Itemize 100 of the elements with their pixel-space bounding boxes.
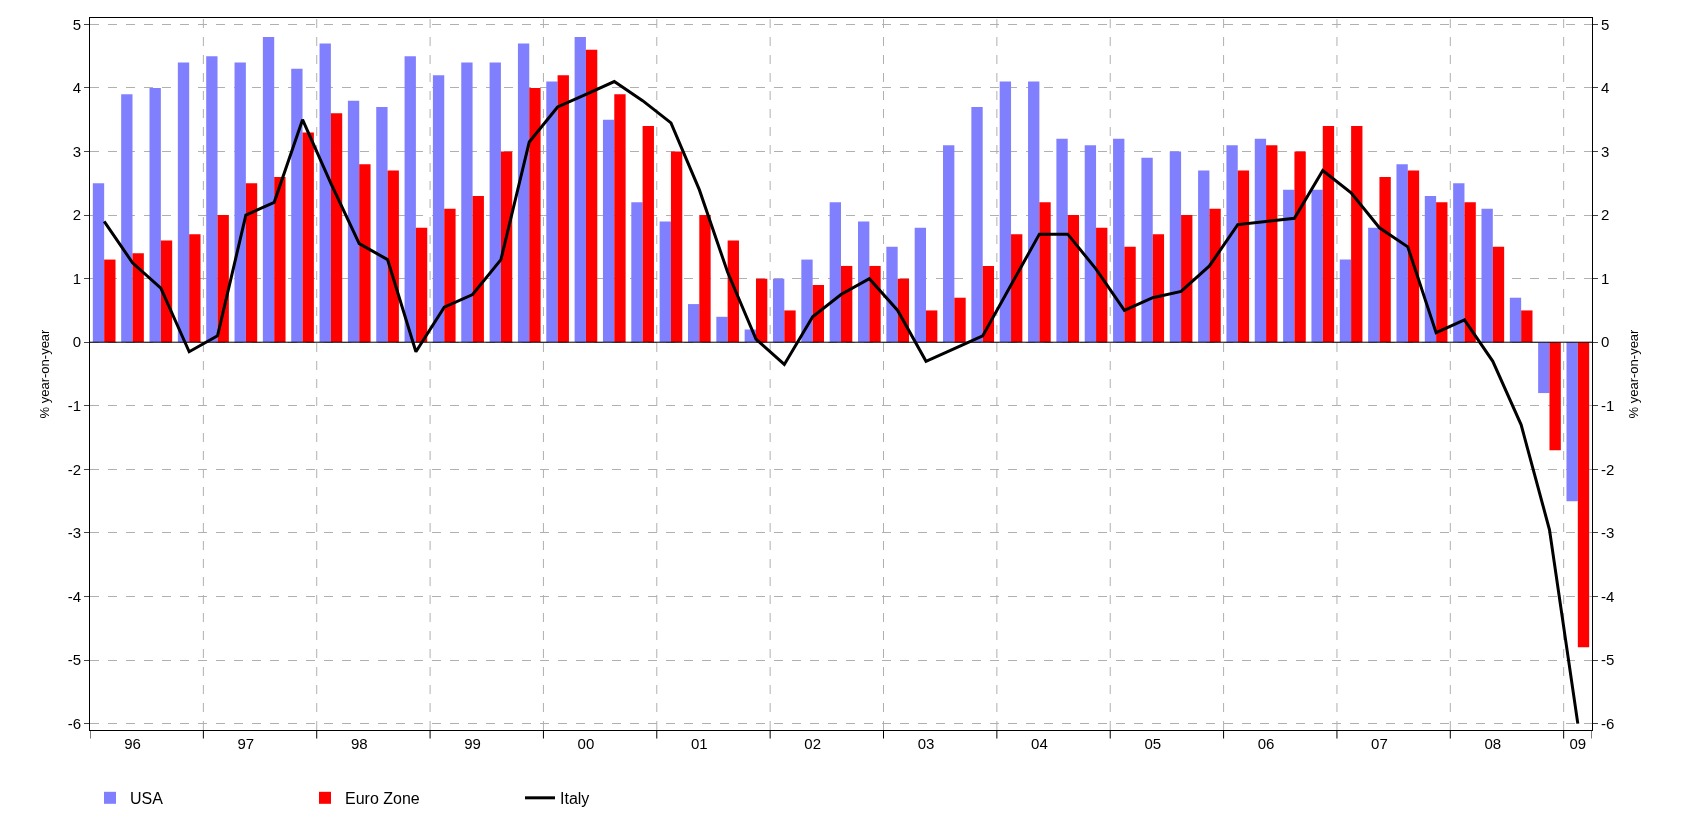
bar	[347, 100, 360, 343]
bar	[245, 183, 258, 343]
bar	[387, 170, 399, 343]
bar	[149, 87, 161, 343]
y2-tick-label: -2	[1601, 460, 1615, 478]
x-tick-label: 97	[237, 735, 255, 752]
bar	[1294, 151, 1306, 343]
bar	[489, 62, 501, 343]
bar	[92, 183, 105, 343]
bar	[631, 202, 643, 343]
bar	[1566, 342, 1578, 502]
x-tick-label: 99	[464, 735, 481, 752]
bar	[614, 94, 626, 343]
x-tick-label: 06	[1257, 735, 1275, 752]
bar	[517, 43, 530, 343]
x-tick-label: 02	[804, 735, 821, 752]
legend-label: Italy	[560, 790, 590, 808]
bar	[557, 75, 569, 343]
y-tick-label: -2	[67, 460, 81, 478]
bar	[274, 176, 286, 343]
y2-tick-label: 4	[1601, 79, 1610, 97]
bar	[954, 297, 966, 343]
y2-tick-label: -4	[1601, 587, 1615, 605]
bar	[602, 119, 615, 343]
bar	[687, 304, 700, 343]
x-tick-label: 04	[1031, 735, 1048, 752]
bar	[1322, 126, 1335, 343]
bar	[1209, 208, 1221, 343]
bar	[999, 81, 1012, 343]
bar	[432, 75, 445, 343]
y-tick-label: -4	[67, 587, 81, 605]
y-tick-label: -3	[67, 524, 81, 542]
bar	[1181, 215, 1193, 343]
bar	[1368, 227, 1380, 343]
bar	[1113, 138, 1125, 343]
y-axis-title: % year-on-year	[36, 328, 52, 419]
bar	[1198, 170, 1210, 343]
y2-tick-label: 2	[1601, 206, 1610, 224]
y-tick-label: -6	[67, 714, 81, 732]
bar	[1407, 170, 1420, 343]
bar	[500, 151, 513, 343]
y2-tick-label: 1	[1601, 269, 1610, 287]
bar	[1339, 259, 1352, 343]
x-tick-label: 05	[1144, 735, 1162, 752]
bar	[1538, 342, 1550, 394]
bar	[177, 62, 190, 343]
bar	[716, 316, 728, 343]
x-tick-label: 00	[577, 735, 595, 752]
bar	[461, 62, 473, 343]
bar	[914, 227, 927, 343]
bar	[926, 310, 938, 343]
bar	[659, 221, 671, 343]
y-tick-label: 2	[72, 206, 81, 224]
bar	[359, 164, 371, 343]
x-tick-label: 07	[1371, 735, 1388, 752]
bar	[574, 37, 586, 343]
y2-tick-label: -6	[1601, 714, 1615, 732]
bar	[642, 126, 654, 343]
bar	[444, 208, 456, 343]
bar	[699, 215, 711, 343]
bar	[189, 234, 201, 343]
bar	[1396, 164, 1408, 343]
bar	[869, 265, 881, 343]
bar	[234, 62, 246, 343]
x-tick-label: 09	[1569, 735, 1587, 752]
bar	[319, 43, 331, 343]
bar	[376, 107, 388, 343]
bar	[1056, 138, 1068, 343]
legend-label: USA	[130, 790, 164, 808]
y2-tick-label: 3	[1601, 142, 1610, 160]
bar	[1509, 297, 1522, 343]
bar	[330, 113, 343, 343]
bar	[1436, 202, 1448, 343]
y2-tick-label: 5	[1601, 15, 1610, 33]
x-tick-label: 96	[124, 735, 141, 752]
y2-tick-label: -1	[1601, 397, 1615, 415]
bar	[104, 259, 116, 343]
y2-axis-title: % year-on-year	[1625, 328, 1641, 419]
bar	[858, 221, 870, 343]
bar	[1226, 145, 1238, 343]
bar	[1492, 246, 1505, 343]
bar	[404, 56, 416, 343]
y-tick-label: 0	[72, 333, 81, 351]
bar	[784, 310, 796, 343]
bar	[1237, 170, 1250, 343]
bar	[529, 87, 541, 343]
y-tick-label: 4	[72, 79, 81, 97]
bar	[812, 285, 824, 343]
bar	[585, 49, 598, 343]
bar	[829, 202, 841, 343]
y2-tick-label: -5	[1601, 651, 1615, 669]
bar	[1169, 151, 1182, 343]
bar	[1424, 196, 1437, 343]
bar	[1379, 176, 1391, 343]
bar	[262, 37, 275, 343]
bar	[1521, 310, 1533, 343]
bar	[1311, 189, 1323, 343]
legend-label: Euro Zone	[345, 790, 420, 808]
y2-tick-label: -3	[1601, 524, 1615, 542]
bar	[886, 246, 898, 343]
